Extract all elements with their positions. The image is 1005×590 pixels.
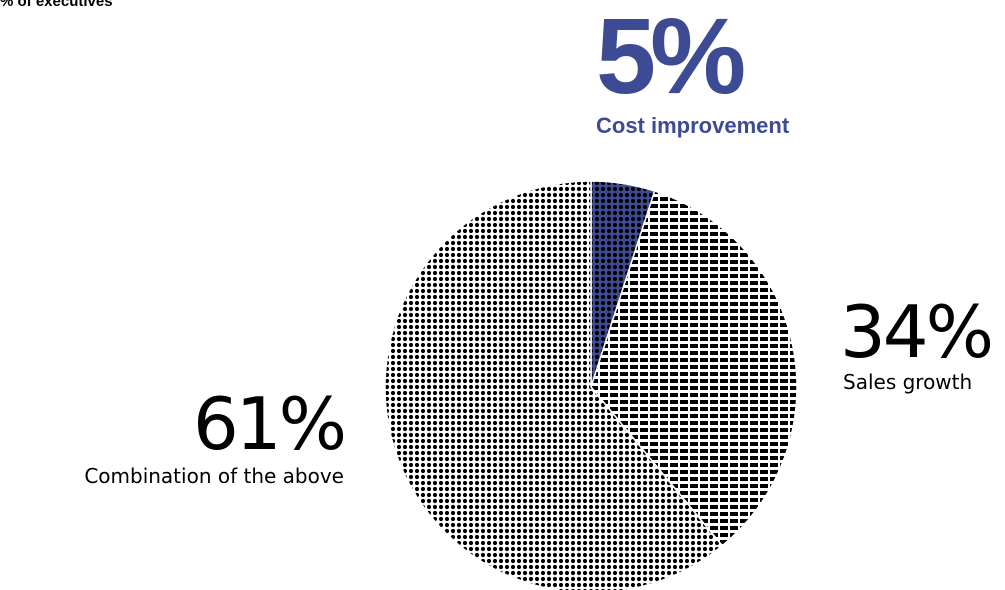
chart-subtitle: % of executives: [0, 0, 113, 10]
pie-slice-combination: [384, 180, 724, 590]
cost-improvement-label: Cost improvement: [596, 113, 790, 138]
cost-improvement-percent: 5%: [596, 0, 746, 116]
sales-growth-label: Sales growth: [843, 370, 973, 394]
sales-growth-percent: 34%: [840, 290, 994, 374]
pie-slice-sales-growth: [590, 190, 798, 547]
combination-percent: 61%: [192, 382, 347, 466]
combination-label: Combination of the above: [84, 464, 344, 488]
